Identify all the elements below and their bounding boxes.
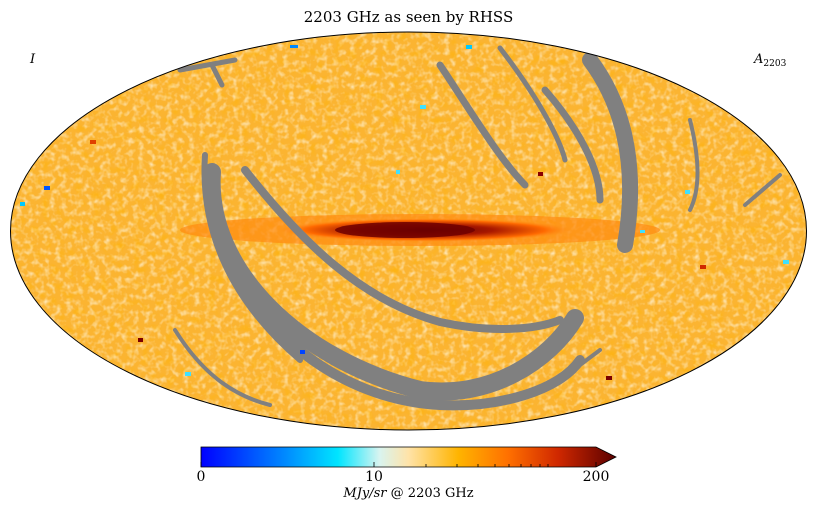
colorbar-max-label: 200 (582, 469, 610, 485)
sky-map-content (10, 32, 807, 430)
masked-stripe-far-right (743, 173, 782, 207)
masked-stripe-upper-right-2 (541, 86, 604, 204)
masked-stripe-lower-arc (210, 225, 585, 411)
outlier-pixel (138, 338, 143, 342)
outlier-pixel (185, 372, 191, 376)
galactic-center-peak (335, 222, 475, 238)
colorbar-unit-label: MJy/sr @ 2203 GHz (0, 486, 817, 501)
outlier-pixel (538, 172, 543, 176)
masked-stripe-upper-right-3 (497, 45, 568, 163)
mollweide-boundary (10, 31, 807, 431)
colorbar-gradient (200, 446, 617, 468)
sky-map (10, 31, 807, 431)
masked-stripe-top-left-2 (209, 62, 225, 88)
outlier-pixel (44, 186, 50, 190)
outlier-pixel (606, 376, 612, 380)
outlier-pixel (290, 45, 298, 48)
outlier-pixel (466, 45, 472, 49)
band-label-subscript: 2203 (763, 59, 787, 69)
map-title: 2203 GHz as seen by RHSS (303, 8, 514, 26)
band-label-main: A (754, 52, 764, 67)
masked-stripe-right-edge (688, 118, 700, 212)
colorbar-mid-label: 10 (365, 469, 383, 485)
stokes-parameter-label: I (30, 52, 36, 67)
masked-stripe-upper-right-1 (582, 52, 639, 253)
masked-stripe-bottom-right (558, 348, 602, 382)
colorbar-min-label: 0 (196, 469, 206, 485)
outlier-pixel (300, 350, 305, 354)
masked-stripe-left-arc (201, 152, 303, 363)
colorbar-ticks (200, 462, 597, 467)
outlier-pixel (90, 140, 96, 144)
masked-stripe-top-left (177, 57, 238, 73)
masked-regions (173, 45, 782, 411)
band-label: A2203 (754, 52, 786, 69)
unit-italic: MJy/sr (343, 486, 387, 501)
masked-stripe-inner-arc (241, 166, 564, 333)
outlier-pixel (640, 230, 645, 233)
unit-frequency: @ 2203 GHz (386, 486, 474, 501)
cold-outlier-pixels (20, 45, 789, 376)
outlier-pixel (685, 190, 690, 194)
hot-outlier-pixels (90, 140, 706, 380)
outlier-pixel (396, 170, 400, 174)
masked-stripe-lower-left (173, 328, 272, 407)
outlier-pixel (783, 260, 789, 264)
outlier-pixel (20, 202, 25, 206)
masked-stripe-upper-middle (436, 61, 529, 189)
outlier-pixel (420, 105, 426, 109)
outlier-pixel (700, 265, 706, 269)
